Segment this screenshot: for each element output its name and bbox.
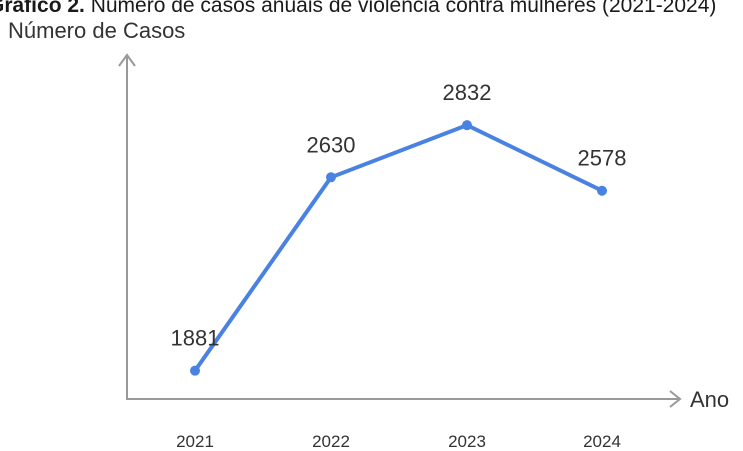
data-point-2021: [190, 365, 200, 376]
chart-title-prefix: Gráfico 2.: [0, 0, 85, 17]
x-tick-label-2023: 2023: [448, 432, 486, 451]
x-tick-label-2024: 2024: [583, 432, 621, 451]
chart-title: Gráfico 2. Número de casos anuais de vio…: [0, 0, 716, 17]
y-axis-arrow-icon: [118, 53, 136, 67]
data-point-2024: [597, 185, 607, 196]
data-label-2021: 1881: [171, 326, 220, 351]
data-label-2022: 2630: [307, 132, 356, 157]
x-tick-label-2021: 2021: [176, 432, 214, 451]
x-axis-arrow-icon: [669, 390, 682, 408]
data-point-2023: [462, 120, 472, 131]
x-axis-label: Ano: [690, 387, 729, 412]
data-label-2024: 2578: [578, 146, 627, 171]
y-axis-label: Número de Casos: [8, 18, 185, 43]
data-point-2022: [326, 172, 336, 183]
x-tick-label-2022: 2022: [312, 432, 350, 451]
chart-marks: 1881 2021 2630 2022 2832 2023 2578 2024: [171, 80, 627, 451]
series-line: [193, 123, 604, 373]
chart-title-text: Número de casos anuais de violência cont…: [85, 0, 717, 17]
data-label-2023: 2832: [443, 80, 492, 105]
